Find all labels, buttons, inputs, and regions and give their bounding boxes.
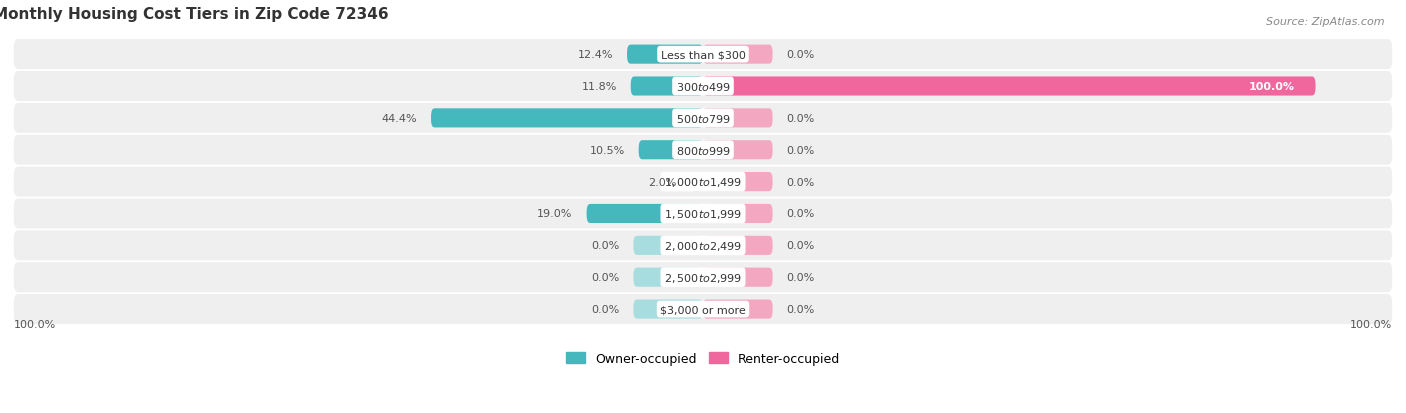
Text: 19.0%: 19.0% [537, 209, 572, 219]
FancyBboxPatch shape [703, 141, 773, 160]
FancyBboxPatch shape [703, 300, 773, 319]
Text: 10.5%: 10.5% [589, 145, 624, 155]
Text: 0.0%: 0.0% [786, 241, 814, 251]
Text: Source: ZipAtlas.com: Source: ZipAtlas.com [1267, 17, 1385, 26]
Text: 2.0%: 2.0% [648, 177, 676, 187]
FancyBboxPatch shape [703, 204, 773, 223]
Text: 0.0%: 0.0% [786, 114, 814, 123]
Text: $800 to $999: $800 to $999 [675, 145, 731, 157]
Text: $1,500 to $1,999: $1,500 to $1,999 [664, 207, 742, 221]
Text: 0.0%: 0.0% [786, 304, 814, 314]
FancyBboxPatch shape [14, 40, 1392, 70]
FancyBboxPatch shape [14, 199, 1392, 229]
FancyBboxPatch shape [14, 72, 1392, 102]
FancyBboxPatch shape [690, 173, 703, 192]
Text: 0.0%: 0.0% [786, 177, 814, 187]
FancyBboxPatch shape [14, 231, 1392, 261]
Text: $300 to $499: $300 to $499 [675, 81, 731, 93]
FancyBboxPatch shape [627, 45, 703, 64]
FancyBboxPatch shape [703, 236, 773, 255]
FancyBboxPatch shape [14, 167, 1392, 197]
Text: Monthly Housing Cost Tiers in Zip Code 72346: Monthly Housing Cost Tiers in Zip Code 7… [0, 7, 388, 22]
FancyBboxPatch shape [703, 268, 773, 287]
Text: 100.0%: 100.0% [14, 319, 56, 329]
Text: 100.0%: 100.0% [1249, 82, 1295, 92]
Legend: Owner-occupied, Renter-occupied: Owner-occupied, Renter-occupied [561, 347, 845, 370]
Text: 0.0%: 0.0% [592, 241, 620, 251]
Text: $500 to $799: $500 to $799 [675, 113, 731, 125]
Text: 0.0%: 0.0% [786, 273, 814, 282]
Text: $2,500 to $2,999: $2,500 to $2,999 [664, 271, 742, 284]
Text: 12.4%: 12.4% [578, 50, 613, 60]
Text: 11.8%: 11.8% [582, 82, 617, 92]
Text: 100.0%: 100.0% [1350, 319, 1392, 329]
FancyBboxPatch shape [703, 77, 1316, 96]
Text: 0.0%: 0.0% [786, 209, 814, 219]
Text: $1,000 to $1,499: $1,000 to $1,499 [664, 176, 742, 189]
FancyBboxPatch shape [14, 263, 1392, 292]
FancyBboxPatch shape [633, 300, 703, 319]
Text: Less than $300: Less than $300 [661, 50, 745, 60]
FancyBboxPatch shape [631, 77, 703, 96]
FancyBboxPatch shape [703, 45, 773, 64]
FancyBboxPatch shape [14, 135, 1392, 165]
FancyBboxPatch shape [703, 173, 773, 192]
FancyBboxPatch shape [586, 204, 703, 223]
FancyBboxPatch shape [633, 236, 703, 255]
FancyBboxPatch shape [14, 294, 1392, 324]
FancyBboxPatch shape [432, 109, 703, 128]
Text: 0.0%: 0.0% [592, 273, 620, 282]
Text: 0.0%: 0.0% [786, 50, 814, 60]
FancyBboxPatch shape [638, 141, 703, 160]
Text: 0.0%: 0.0% [786, 145, 814, 155]
Text: $3,000 or more: $3,000 or more [661, 304, 745, 314]
FancyBboxPatch shape [633, 268, 703, 287]
FancyBboxPatch shape [14, 104, 1392, 133]
Text: 0.0%: 0.0% [592, 304, 620, 314]
Text: 44.4%: 44.4% [381, 114, 418, 123]
FancyBboxPatch shape [703, 109, 773, 128]
Text: $2,000 to $2,499: $2,000 to $2,499 [664, 239, 742, 252]
